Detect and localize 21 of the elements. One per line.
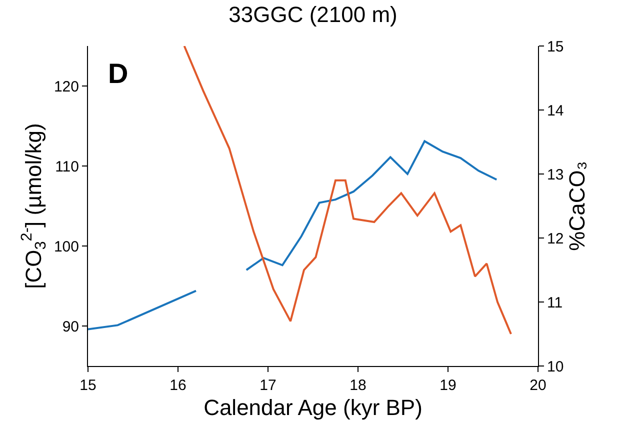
y2-axis-title: %CaCO₃ [564, 161, 590, 251]
x-tick-label: 17 [260, 377, 276, 394]
y2-tick-label: 13 [547, 166, 564, 184]
y2-tick-label: 10 [547, 358, 564, 376]
x-tick-label: 19 [440, 377, 456, 394]
y2-tick-label: 15 [547, 38, 564, 56]
x-tick-label: 18 [350, 377, 366, 394]
y2-tick-label: 11 [547, 294, 563, 312]
y2-tick-label: 14 [547, 102, 564, 120]
x-tick-label: 15 [80, 377, 96, 394]
x-tick-label: 20 [530, 377, 546, 394]
y-tick-label: 110 [55, 158, 79, 176]
annotation: D [108, 58, 128, 89]
line-series [183, 46, 512, 335]
x-axis-title: Calendar Age (kyr BP) [204, 394, 422, 420]
y-tick-label: 100 [54, 238, 79, 256]
chart-title: 33GGC (2100 m) [228, 2, 398, 27]
y-tick-label: 90 [62, 318, 79, 336]
x-tick-label: 16 [170, 377, 186, 394]
y2-tick-label: 12 [547, 230, 564, 248]
y-tick-label: 120 [54, 78, 79, 96]
